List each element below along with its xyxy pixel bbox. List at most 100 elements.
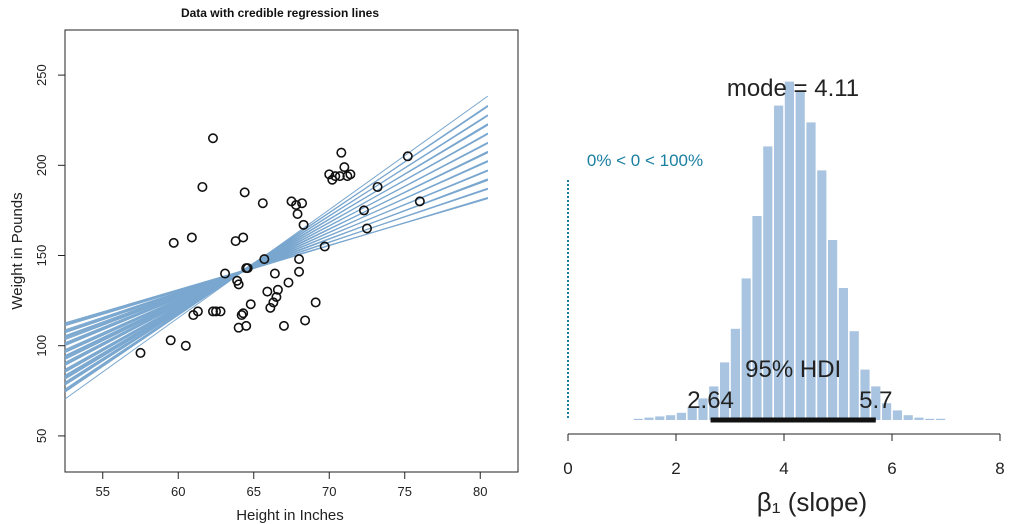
data-point (236, 310, 247, 321)
histogram-bar (666, 415, 676, 420)
scatter-x-ticks: 55 60 65 70 75 80 (96, 472, 487, 499)
x-tick-label: 4 (779, 459, 788, 478)
histogram-bar (795, 91, 805, 420)
histogram-bar (730, 328, 740, 420)
histogram-bar (925, 418, 935, 420)
scatter-panel: Data with credible regression lines 55 60… (9, 6, 519, 524)
data-point (358, 205, 369, 216)
histogram-bar (774, 105, 784, 420)
histogram-bar (720, 362, 730, 420)
histogram-bar (828, 240, 838, 420)
x-tick-label: 75 (398, 484, 412, 499)
histogram-bar (838, 288, 848, 420)
histogram-bar (763, 146, 773, 420)
data-point (324, 169, 335, 180)
data-point (310, 297, 321, 308)
scatter-x-axis-label: Height in Inches (236, 507, 344, 524)
data-point (297, 198, 308, 209)
hdi-label: 95% HDI (745, 356, 841, 383)
histogram-bar (655, 416, 665, 420)
data-point (207, 306, 218, 317)
data-point (271, 292, 282, 303)
histogram-bar (806, 122, 816, 421)
data-point (238, 232, 249, 243)
x-tick-label: 70 (322, 484, 336, 499)
data-point (186, 232, 197, 243)
data-point (207, 133, 218, 144)
scatter-title: Data with credible regression lines (181, 6, 379, 20)
posterior-x-ticks: 0 2 4 6 8 (563, 434, 1005, 478)
y-tick-label: 200 (34, 154, 49, 176)
data-points (135, 133, 425, 358)
data-point (192, 306, 203, 317)
histogram-bar (752, 216, 762, 420)
histogram-bar (633, 418, 643, 420)
histogram-bar (709, 386, 719, 420)
data-point (135, 347, 146, 358)
data-point (241, 320, 252, 331)
data-point (211, 306, 222, 317)
histogram-bar (817, 170, 827, 420)
scatter-plot-frame (64, 29, 519, 473)
data-point (197, 181, 208, 192)
data-point (168, 237, 179, 248)
hdi-high-label: 5.7 (859, 387, 892, 414)
x-tick-label: 55 (96, 484, 110, 499)
histogram-bar (860, 369, 870, 420)
data-point (215, 306, 226, 317)
data-point (269, 268, 280, 279)
data-point (339, 162, 350, 173)
histogram-bar (903, 415, 913, 420)
y-tick-label: 50 (34, 429, 49, 443)
x-tick-label: 8 (995, 459, 1004, 478)
histogram-bar (871, 386, 881, 420)
histogram-bar (914, 417, 924, 420)
data-point (334, 171, 345, 182)
comparison-label: 0% < 0 < 100% (587, 151, 703, 170)
data-point (265, 302, 276, 313)
data-point (330, 171, 341, 182)
x-tick-label: 6 (887, 459, 896, 478)
data-point (402, 151, 413, 162)
histogram-bar (882, 403, 892, 420)
data-point (345, 169, 356, 180)
data-point (278, 320, 289, 331)
histogram-bar (741, 278, 751, 420)
data-point (239, 187, 250, 198)
regression-lines (64, 95, 489, 400)
data-point (233, 279, 244, 290)
x-tick-label: 80 (473, 484, 487, 499)
data-point (319, 241, 330, 252)
data-point (291, 199, 302, 210)
x-tick-label: 2 (671, 459, 680, 478)
data-point (165, 335, 176, 346)
data-point (292, 209, 303, 220)
data-point (372, 181, 383, 192)
posterior-x-axis-label: β₁ (slope) (757, 487, 867, 517)
data-point (262, 286, 273, 297)
mode-label: mode = 4.11 (727, 75, 859, 102)
histogram-bar (936, 418, 946, 420)
data-point (268, 297, 279, 308)
scatter-y-axis-label: Weight in Pounds (9, 192, 26, 309)
y-tick-label: 100 (34, 335, 49, 357)
y-tick-label: 150 (34, 245, 49, 267)
data-point (242, 263, 253, 274)
histogram-bar (676, 412, 686, 420)
histogram-bar (698, 398, 708, 420)
data-point (259, 254, 270, 265)
data-point (294, 254, 305, 265)
histogram-bars (633, 81, 946, 421)
data-point (220, 268, 231, 279)
histogram-bar (784, 81, 794, 420)
scatter-y-ticks: 50 100 150 200 250 (34, 64, 65, 443)
x-tick-label: 60 (171, 484, 185, 499)
histogram-bar (849, 331, 859, 420)
data-point (361, 223, 372, 234)
x-tick-label: 0 (563, 459, 572, 478)
histogram-bar (892, 410, 902, 420)
regression-line (64, 197, 488, 327)
y-tick-label: 250 (34, 64, 49, 86)
